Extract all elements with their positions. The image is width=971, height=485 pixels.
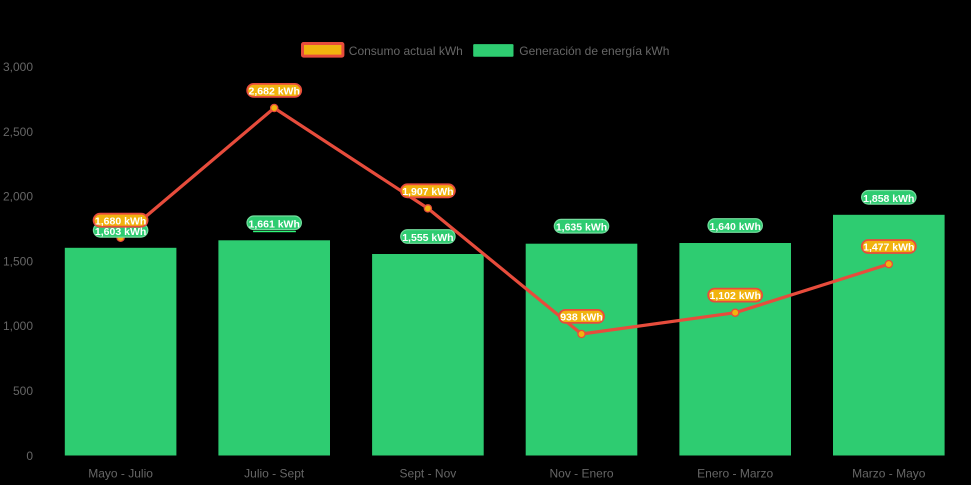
svg-text:Consumo actual kWh: Consumo actual kWh — [349, 44, 463, 58]
svg-text:2,682 kWh: 2,682 kWh — [249, 86, 300, 98]
svg-text:1,907 kWh: 1,907 kWh — [402, 186, 453, 198]
svg-text:1,680 kWh: 1,680 kWh — [95, 215, 146, 227]
svg-text:1,102 kWh: 1,102 kWh — [710, 290, 761, 302]
svg-text:Enero - Marzo: Enero - Marzo — [697, 467, 773, 481]
svg-text:1,000: 1,000 — [3, 319, 33, 333]
svg-text:2,500: 2,500 — [3, 125, 33, 139]
svg-text:3,000: 3,000 — [3, 60, 33, 74]
svg-text:938 kWh: 938 kWh — [560, 312, 603, 324]
svg-text:0: 0 — [26, 449, 33, 463]
svg-text:1,640 kWh: 1,640 kWh — [710, 221, 761, 233]
svg-text:Mayo - Julio: Mayo - Julio — [88, 467, 153, 481]
svg-text:1,661 kWh: 1,661 kWh — [249, 218, 300, 230]
svg-text:1,635 kWh: 1,635 kWh — [556, 222, 607, 234]
svg-text:500: 500 — [13, 384, 33, 398]
svg-text:1,477 kWh: 1,477 kWh — [863, 242, 914, 254]
svg-text:1,858 kWh: 1,858 kWh — [863, 193, 914, 205]
svg-text:Marzo - Mayo: Marzo - Mayo — [852, 467, 926, 481]
svg-text:1,603 kWh: 1,603 kWh — [95, 226, 146, 238]
svg-text:Nov - Enero: Nov - Enero — [549, 467, 613, 481]
svg-text:Sept - Nov: Sept - Nov — [400, 467, 457, 481]
svg-text:1,500: 1,500 — [3, 254, 33, 268]
svg-text:Generación de energía kWh: Generación de energía kWh — [519, 44, 669, 58]
svg-text:1,555 kWh: 1,555 kWh — [402, 232, 453, 244]
svg-text:2,000: 2,000 — [3, 190, 33, 204]
svg-text:Julio - Sept: Julio - Sept — [244, 467, 305, 481]
